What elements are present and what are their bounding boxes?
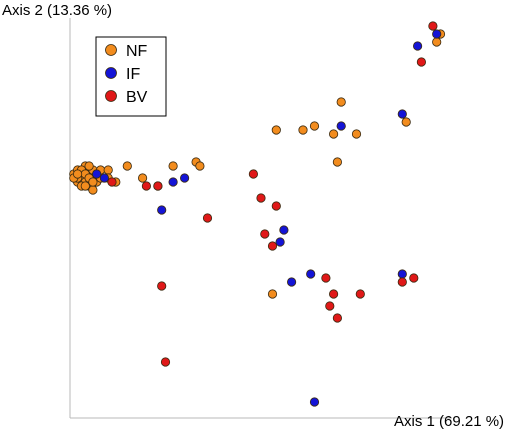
point-nf-30 <box>122 161 132 171</box>
point-nf-36 <box>298 125 308 135</box>
point-bv-13 <box>416 57 426 67</box>
point-bv-12 <box>397 277 407 287</box>
point-nf-16 <box>88 185 98 195</box>
point-bv-2 <box>153 181 163 191</box>
point-bv-6 <box>271 201 281 211</box>
point-if-7 <box>275 237 285 247</box>
point-bv-7 <box>260 229 270 239</box>
point-bv-10 <box>328 289 339 299</box>
point-bv-8 <box>267 241 278 251</box>
point-nf-34 <box>195 161 205 171</box>
y-axis-label: Axis 2 (13.36 %) <box>2 2 112 19</box>
point-if-1 <box>99 173 110 183</box>
point-nf-40 <box>351 129 362 139</box>
axes <box>69 18 452 419</box>
point-nf-43 <box>401 117 411 127</box>
point-if-5 <box>157 205 167 215</box>
series-if <box>92 29 442 407</box>
point-if-6 <box>279 225 289 235</box>
point-if-9 <box>336 121 346 131</box>
legend: NF IF BV <box>95 36 167 117</box>
point-nf-22 <box>88 177 98 187</box>
point-if-12 <box>412 41 423 51</box>
point-if-14 <box>306 269 316 279</box>
point-nf-41 <box>332 157 342 167</box>
point-bv-9 <box>321 273 331 283</box>
point-bv-4 <box>256 193 266 203</box>
legend-label-if: IF <box>126 66 140 83</box>
point-if-2 <box>180 173 190 183</box>
point-bv-11 <box>355 289 365 299</box>
point-bv-17 <box>409 273 419 283</box>
point-bv-14 <box>428 21 438 31</box>
point-if-0 <box>92 169 102 179</box>
point-if-3 <box>168 177 178 187</box>
point-bv-16 <box>332 313 342 323</box>
point-if-10 <box>397 109 407 119</box>
point-bv-1 <box>141 181 151 191</box>
point-if-8 <box>286 277 297 287</box>
point-if-11 <box>397 269 407 279</box>
x-axis-label: Axis 1 (69.21 %) <box>394 413 504 430</box>
point-nf-20 <box>73 169 83 179</box>
point-nf-23 <box>80 181 90 191</box>
point-nf-27 <box>103 165 113 175</box>
legend-marker-bv <box>105 90 117 102</box>
series-bv <box>107 21 438 367</box>
point-if-13 <box>432 29 442 39</box>
point-nf-31 <box>138 173 148 183</box>
point-bv-0 <box>107 177 117 187</box>
legend-marker-if <box>105 67 117 79</box>
legend-label-nf: NF <box>126 43 148 60</box>
data-points <box>69 21 446 407</box>
point-bv-3 <box>202 213 213 223</box>
point-nf-42 <box>267 289 278 299</box>
point-if-15 <box>309 397 320 407</box>
point-nf-44 <box>432 37 442 47</box>
point-nf-39 <box>336 97 346 107</box>
point-nf-35 <box>271 125 281 135</box>
point-bv-15 <box>325 301 335 311</box>
point-bv-5 <box>248 169 258 179</box>
point-nf-32 <box>168 161 178 171</box>
point-bv-19 <box>160 357 171 367</box>
legend-marker-nf <box>105 44 117 56</box>
point-nf-15 <box>84 161 94 171</box>
point-bv-18 <box>157 281 167 291</box>
point-nf-38 <box>328 129 339 139</box>
legend-label-bv: BV <box>126 89 148 106</box>
point-nf-37 <box>309 121 320 131</box>
